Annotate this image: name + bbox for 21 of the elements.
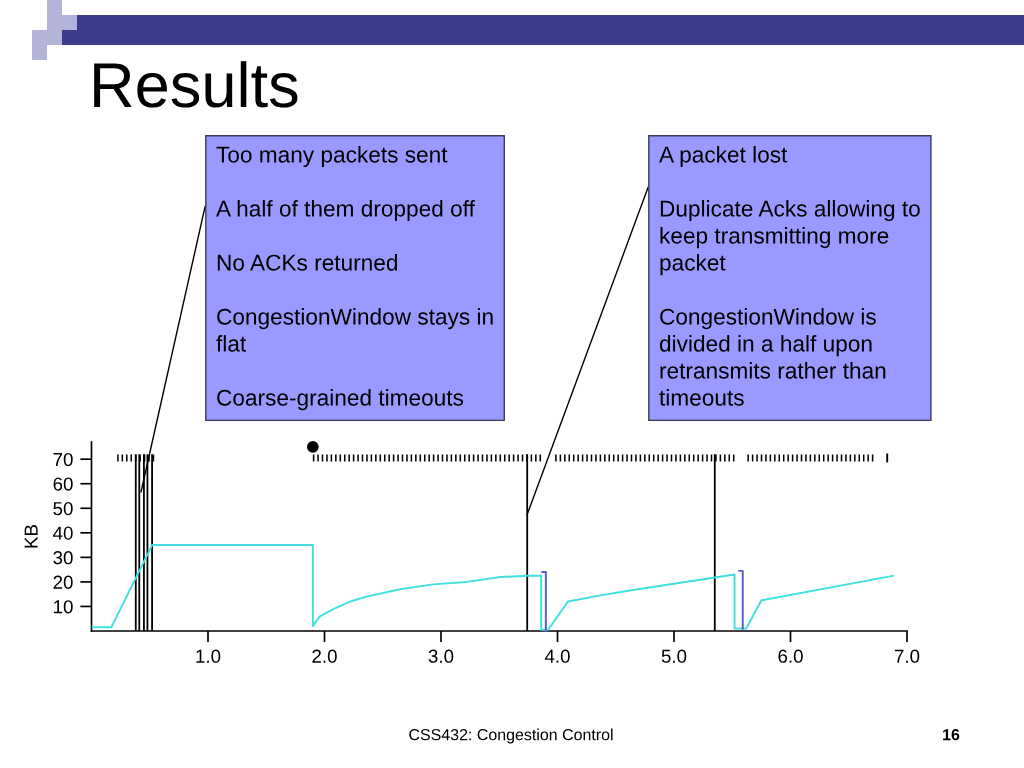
y-tick-label: 70 [53,452,73,467]
y-tick-label: 60 [53,477,73,491]
text: A packet lost Duplicate Acks allowing to keep transmitting more packet CongestionWindow is divided in a half upon retransmits rather than timeouts [659,146,920,406]
x-tick-label: 3.0 [428,649,454,663]
x-tick-label: 2.0 [312,649,337,663]
y-tick-label: 50 [53,501,73,516]
y-tick-label: 30 [53,551,73,565]
x-tick-label: 5.0 [661,649,687,663]
text: 16 [943,728,960,741]
text: CSS432: Congestion Control [409,728,613,744]
y-tick-label: 20 [53,575,73,589]
chart-title: Results [94,61,298,108]
y-axis-title: KB [24,524,38,548]
x-tick-label: 6.0 [778,649,803,663]
y-tick-label: 40 [53,526,73,540]
x-tick-label: 7.0 [894,649,920,663]
text: Too many packets sent A half of them dropped off No ACKs returned CongestionWindow stays in flat Coarse-grained timeouts [216,146,493,411]
y-tick-label: 10 [54,600,73,614]
line-series [91,544,894,631]
x-tick-label: 1.0 [196,649,221,663]
x-tick-label: 4.0 [544,649,570,663]
